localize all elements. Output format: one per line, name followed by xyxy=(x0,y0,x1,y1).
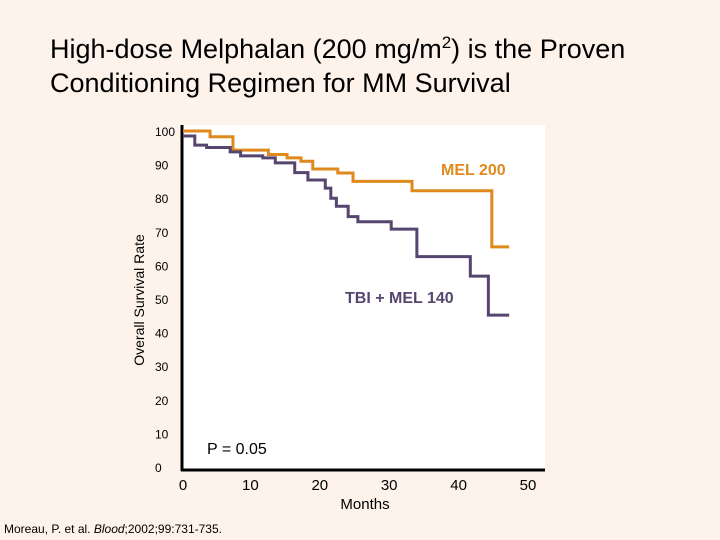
x-tick-label: 10 xyxy=(242,477,259,494)
x-axis-label: Months xyxy=(340,496,389,513)
series-label: MEL 200 xyxy=(441,162,506,179)
citation-authors: Moreau, P. et al. xyxy=(4,522,94,536)
y-tick-label: 70 xyxy=(155,226,169,240)
y-tick-label: 100 xyxy=(155,125,175,139)
y-tick-label: 40 xyxy=(155,327,169,341)
x-tick-label: 30 xyxy=(381,477,398,494)
title-superscript: 2 xyxy=(441,33,452,52)
y-tick-label: 60 xyxy=(155,259,169,273)
slide-title: High-dose Melphalan (200 mg/m2) is the P… xyxy=(50,26,625,100)
y-tick-label: 80 xyxy=(155,192,169,206)
y-tick-label: 0 xyxy=(155,461,162,475)
x-tick-label: 0 xyxy=(179,477,187,494)
survival-curve-mel200 xyxy=(183,129,510,249)
y-tick-label: 20 xyxy=(155,394,169,408)
citation-details: ;2002;99:731-735. xyxy=(124,522,222,536)
title-text-1: High-dose Melphalan (200 mg/m xyxy=(50,34,442,64)
citation: Moreau, P. et al. Blood;2002;99:731-735. xyxy=(4,522,222,536)
p-value-annotation: P = 0.05 xyxy=(207,441,267,458)
x-tick-label: 40 xyxy=(450,477,467,494)
title-text-2: ) is the Proven Conditioning Regimen for… xyxy=(50,34,626,98)
y-tick-label: 30 xyxy=(155,360,169,374)
series-label: TBI + MEL 140 xyxy=(345,290,454,307)
citation-journal: Blood xyxy=(93,522,125,536)
x-tick-label: 20 xyxy=(311,477,328,494)
y-axis-label: Overall Survival Rate xyxy=(131,234,147,366)
x-tick-label: 50 xyxy=(520,477,537,494)
survival-curve-tbi-mel140 xyxy=(183,134,510,317)
y-tick-label: 50 xyxy=(155,293,169,307)
y-tick-label: 10 xyxy=(155,427,169,441)
y-tick-label: 90 xyxy=(155,159,169,173)
